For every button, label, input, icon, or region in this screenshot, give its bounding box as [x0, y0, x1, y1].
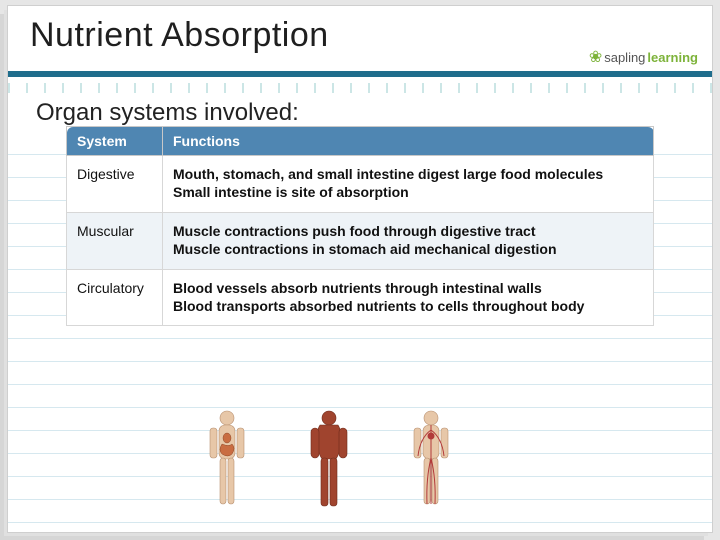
brand-word2: learning [647, 50, 698, 65]
cell-system-text: Circulatory [77, 280, 144, 296]
func-line: Small intestine is site of absorption [173, 184, 409, 200]
func-line: Blood transports absorbed nutrients to c… [173, 298, 584, 314]
header-rule: ❀ sapling learning [8, 61, 712, 97]
cell-system: Digestive [67, 156, 163, 213]
figure-muscular [300, 408, 358, 512]
body-figures [198, 408, 460, 512]
cell-functions: Muscle contractions push food through di… [163, 212, 654, 269]
func-line: Muscle contractions in stomach aid mecha… [173, 241, 557, 257]
cell-system: Muscular [67, 212, 163, 269]
brand-word1: sapling [604, 50, 645, 65]
table-row: Digestive Mouth, stomach, and small inte… [67, 156, 654, 213]
col-header-functions: Functions [163, 127, 654, 156]
figure-circulatory [402, 408, 460, 512]
rule-ticks [8, 83, 712, 93]
col-header-system: System [67, 127, 163, 156]
cell-functions: Blood vessels absorb nutrients through i… [163, 269, 654, 326]
func-line: Muscle contractions push food through di… [173, 223, 535, 239]
brand-logo: ❀ sapling learning [589, 47, 698, 67]
func-line: Mouth, stomach, and small intestine dige… [173, 166, 603, 182]
table-row: Muscular Muscle contractions push food t… [67, 212, 654, 269]
slide: Nutrient Absorption ❀ sapling learning O… [8, 6, 712, 532]
table-row: Circulatory Blood vessels absorb nutrien… [67, 269, 654, 326]
rule-thick [8, 71, 712, 77]
cell-system: Circulatory [67, 269, 163, 326]
cell-functions: Mouth, stomach, and small intestine dige… [163, 156, 654, 213]
figure-digestive [198, 408, 256, 512]
leaf-icon: ❀ [589, 47, 602, 67]
notebook-bg: System Functions Digestive Mouth, stomac… [8, 132, 712, 524]
table-header-row: System Functions [67, 127, 654, 156]
systems-table: System Functions Digestive Mouth, stomac… [66, 126, 654, 326]
func-line: Blood vessels absorb nutrients through i… [173, 280, 542, 296]
